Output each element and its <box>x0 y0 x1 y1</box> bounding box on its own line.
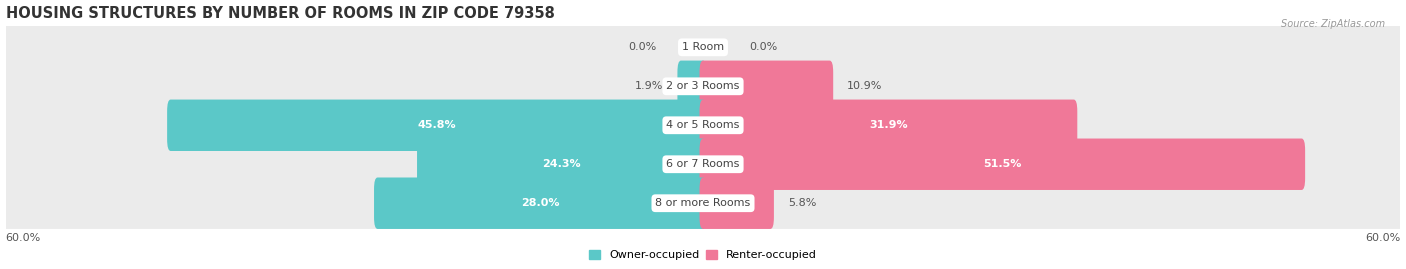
FancyBboxPatch shape <box>700 61 834 112</box>
FancyBboxPatch shape <box>1 61 1405 112</box>
Text: 2 or 3 Rooms: 2 or 3 Rooms <box>666 81 740 91</box>
Legend: Owner-occupied, Renter-occupied: Owner-occupied, Renter-occupied <box>585 245 821 265</box>
Text: 4 or 5 Rooms: 4 or 5 Rooms <box>666 120 740 130</box>
FancyBboxPatch shape <box>1 139 1405 190</box>
Text: 8 or more Rooms: 8 or more Rooms <box>655 198 751 208</box>
FancyBboxPatch shape <box>167 100 706 151</box>
Text: 31.9%: 31.9% <box>869 120 908 130</box>
FancyBboxPatch shape <box>418 139 706 190</box>
Text: HOUSING STRUCTURES BY NUMBER OF ROOMS IN ZIP CODE 79358: HOUSING STRUCTURES BY NUMBER OF ROOMS IN… <box>6 6 554 20</box>
Text: 5.8%: 5.8% <box>787 198 817 208</box>
Text: 1 Room: 1 Room <box>682 42 724 52</box>
FancyBboxPatch shape <box>1 100 1405 151</box>
Text: 51.5%: 51.5% <box>983 159 1022 169</box>
Text: 0.0%: 0.0% <box>749 42 778 52</box>
FancyBboxPatch shape <box>374 178 706 229</box>
Text: 0.0%: 0.0% <box>628 42 657 52</box>
FancyBboxPatch shape <box>1 178 1405 229</box>
Text: 1.9%: 1.9% <box>636 81 664 91</box>
FancyBboxPatch shape <box>700 100 1077 151</box>
Text: 45.8%: 45.8% <box>418 120 456 130</box>
FancyBboxPatch shape <box>700 139 1305 190</box>
FancyBboxPatch shape <box>700 178 773 229</box>
Text: Source: ZipAtlas.com: Source: ZipAtlas.com <box>1281 19 1385 29</box>
Text: 60.0%: 60.0% <box>6 232 41 243</box>
Text: 28.0%: 28.0% <box>522 198 560 208</box>
Text: 6 or 7 Rooms: 6 or 7 Rooms <box>666 159 740 169</box>
FancyBboxPatch shape <box>678 61 706 112</box>
Text: 24.3%: 24.3% <box>543 159 581 169</box>
FancyBboxPatch shape <box>1 22 1405 73</box>
Text: 10.9%: 10.9% <box>848 81 883 91</box>
Text: 60.0%: 60.0% <box>1365 232 1400 243</box>
